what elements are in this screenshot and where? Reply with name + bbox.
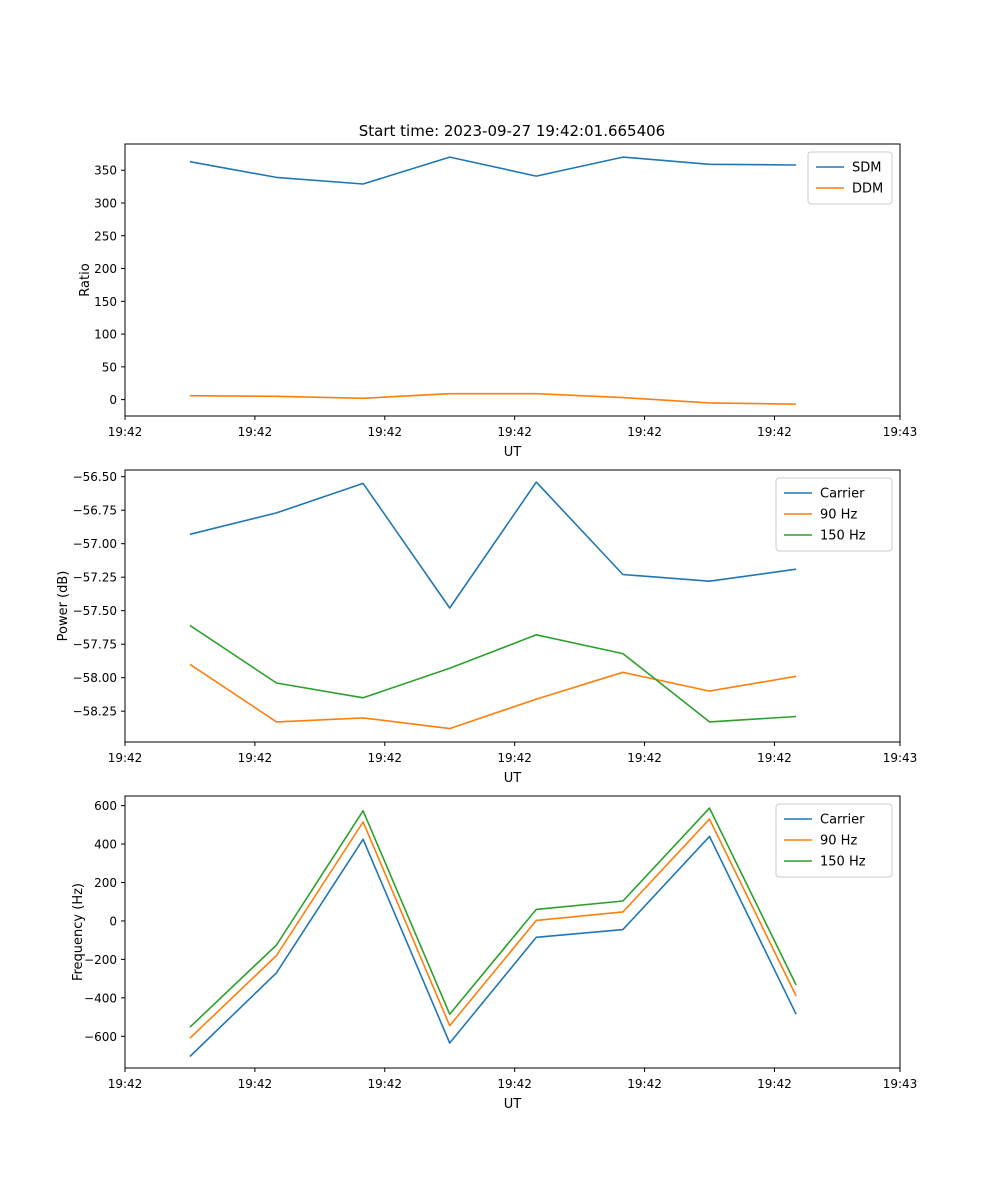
ratio-y-tick-label: 200 [94,262,117,276]
power-y-tick-label: −57.00 [73,537,117,551]
power-y-tick-label: −56.75 [73,504,117,518]
frequency-x-tick-label: 19:42 [367,1077,402,1091]
power-legend-box [775,477,893,552]
ratio-legend: SDM DDM [807,151,893,205]
ratio-y-tick-label: 300 [94,196,117,210]
frequency-x-tick-label: 19:42 [757,1077,792,1091]
power-series-150-hz-line [189,624,797,723]
frequency-y-tick-label: −200 [84,953,117,967]
ratio-x-tick-label: 19:42 [367,425,402,439]
power-legend-label: 150 Hz [820,529,866,544]
ratio-x-tick-label: 19:42 [497,425,532,439]
power-x-tick-label: 19:42 [497,751,532,765]
power-legend: Carrier 90 Hz 150 Hz [775,477,893,552]
power-x-tick-label: 19:42 [757,751,792,765]
ratio-x-tick-label: 19:43 [883,425,918,439]
frequency-y-tick-label: −400 [84,991,117,1005]
frequency-y-axis-label: Frequency (Hz) [71,883,86,981]
frequency-legend-label: 150 Hz [820,855,866,870]
power-legend-label: Carrier [820,487,865,502]
figure-title: Start time: 2023-09-27 19:42:01.665406 [359,122,665,140]
ratio-x-axis-label: UT [504,445,522,460]
power-y-tick-label: −57.75 [73,638,117,652]
frequency-legend-label: Carrier [820,813,865,828]
frequency-series-150-hz-line [189,807,797,1028]
power-series-90-hz-line [189,663,797,730]
frequency-panel: 19:42 19:42 19:42 19:42 19:42 19:42 19:43 −600 −… [71,795,918,1112]
ratio-y-tick-label: 100 [94,328,117,342]
power-x-tick-label: 19:42 [108,751,143,765]
frequency-x-tick-label: 19:42 [627,1077,662,1091]
power-y-tick-label: −58.25 [73,705,117,719]
ratio-x-tick-label: 19:42 [627,425,662,439]
frequency-y-tick-label: 0 [109,914,117,928]
ratio-legend-label: SDM [852,161,881,176]
ratio-x-tick-label: 19:42 [238,425,273,439]
power-series-carrier-line [189,481,797,609]
ratio-legend-box [807,151,893,205]
ratio-axes-frame [124,143,901,417]
frequency-x-tick-label: 19:43 [883,1077,918,1091]
frequency-legend: Carrier 90 Hz 150 Hz [775,803,893,878]
power-x-tick-label: 19:42 [238,751,273,765]
power-axes-frame [124,469,901,743]
frequency-x-axis-label: UT [504,1097,522,1112]
ratio-y-tick-label: 0 [109,393,117,407]
frequency-y-tick-label: 200 [94,876,117,890]
power-x-axis-label: UT [504,771,522,786]
frequency-y-tick-label: 600 [94,799,117,813]
power-x-tick-label: 19:42 [627,751,662,765]
ratio-y-tick-label: 150 [94,295,117,309]
ratio-y-tick-label: 350 [94,164,117,178]
ratio-panel: 19:42 19:42 19:42 19:42 19:42 19:42 19:43 0 50 10… [78,143,918,460]
power-y-tick-label: −58.00 [73,671,117,685]
frequency-legend-label: 90 Hz [820,834,857,849]
power-y-axis-label: Power (dB) [56,571,71,642]
power-x-tick-label: 19:42 [367,751,402,765]
frequency-y-tick-label: −600 [84,1030,117,1044]
ratio-y-tick-label: 250 [94,229,117,243]
ratio-legend-label: DDM [852,182,883,197]
ratio-x-tick-label: 19:42 [108,425,143,439]
ratio-x-tick-label: 19:42 [757,425,792,439]
power-y-tick-label: −57.25 [73,571,117,585]
frequency-x-tick-label: 19:42 [497,1077,532,1091]
frequency-axes-frame [124,795,901,1069]
frequency-x-tick-label: 19:42 [108,1077,143,1091]
frequency-y-tick-label: 400 [94,838,117,852]
ratio-y-axis-label: Ratio [78,263,93,296]
power-legend-label: 90 Hz [820,508,857,523]
ratio-series-sdm-line [189,156,797,185]
power-y-tick-label: −56.50 [73,470,117,484]
frequency-series-carrier-line [189,835,797,1058]
frequency-x-tick-label: 19:42 [238,1077,273,1091]
ratio-series-ddm-line [189,392,797,405]
frequency-series-90-hz-line [189,818,797,1039]
power-y-tick-label: −57.50 [73,604,117,618]
power-panel: 19:42 19:42 19:42 19:42 19:42 19:42 19:43 −58.2… [56,469,918,786]
ratio-y-tick-label: 50 [102,360,117,374]
power-x-tick-label: 19:43 [883,751,918,765]
frequency-legend-box [775,803,893,878]
